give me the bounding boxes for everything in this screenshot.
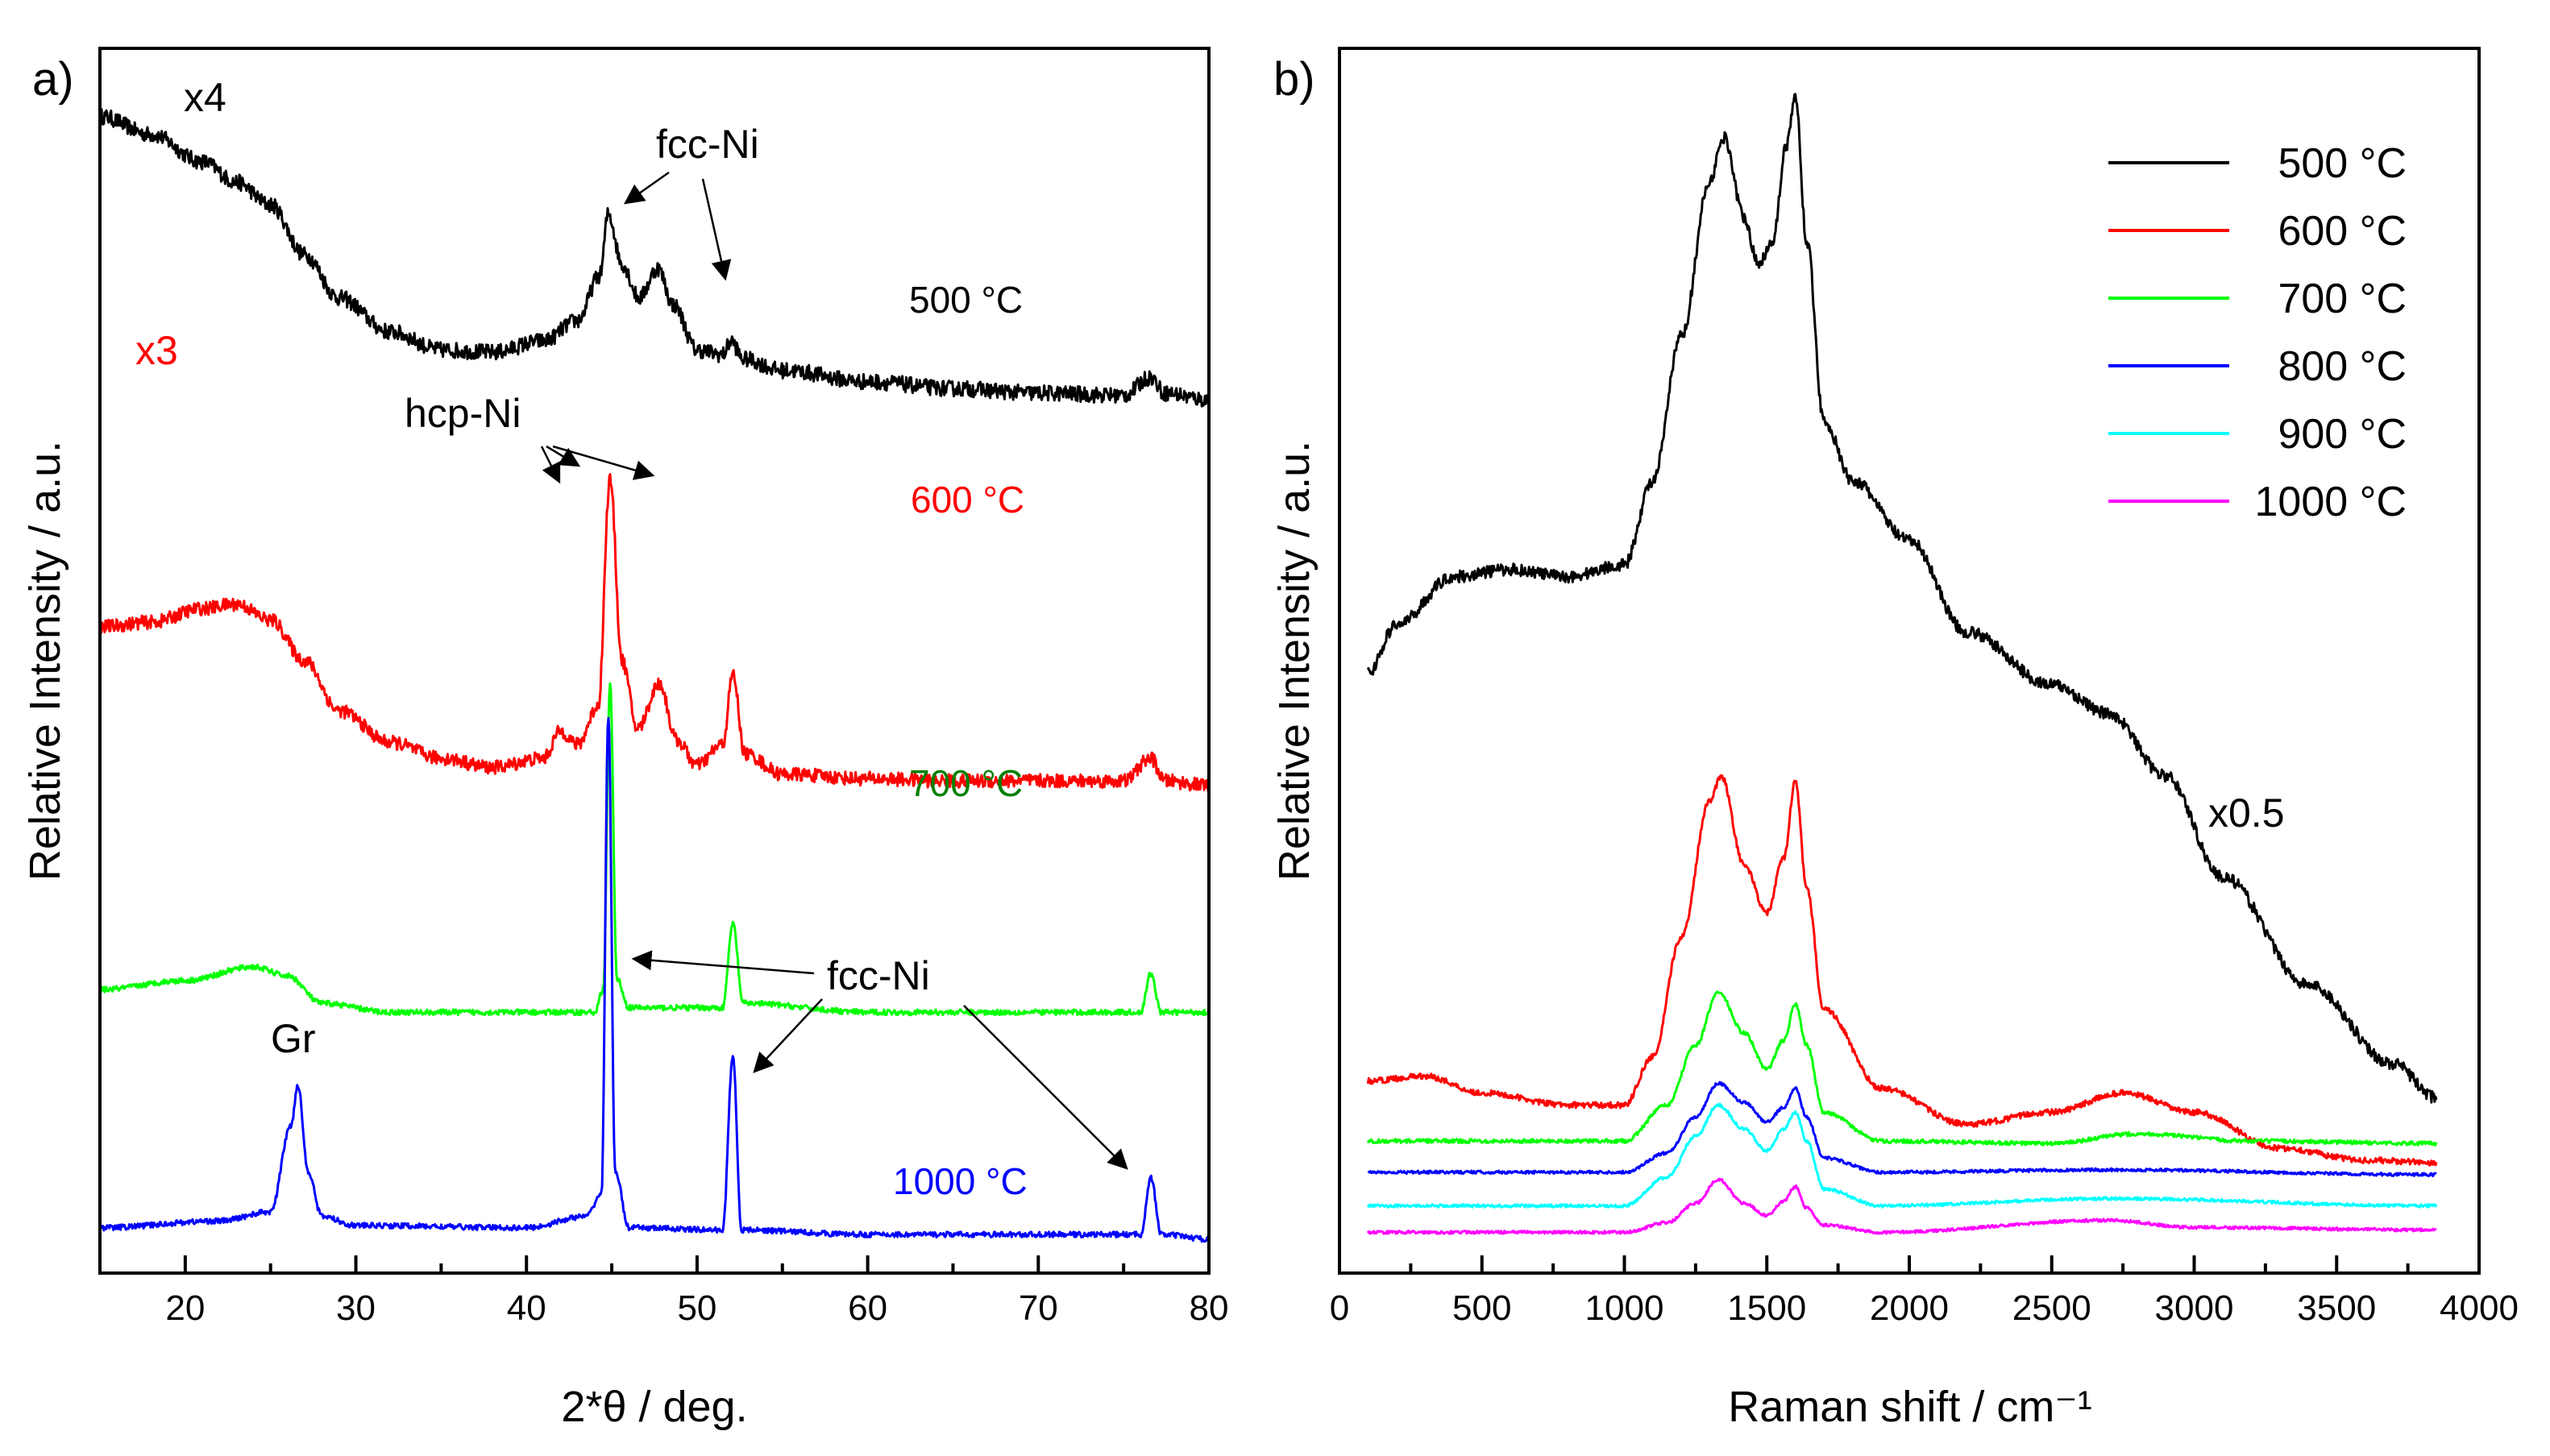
hcp-ni-arrow-1 (540, 446, 561, 484)
panel-b-curves (1366, 93, 2438, 1235)
fcc-ni-bottom-arrow-3 (963, 1005, 1128, 1170)
series-label-600: 600 °C (911, 479, 1024, 521)
panel-a-x-ticks: 20 30 40 50 60 70 80 (98, 1255, 1229, 1328)
panel-a-tick-label: 70 (1019, 1288, 1058, 1328)
fcc-ni-top-arrow-1 (623, 171, 670, 205)
panel-a-tick-label: 30 (336, 1288, 376, 1328)
panel-a-series-600c (100, 473, 1209, 793)
panel-b-series-500c (1366, 93, 2438, 1104)
legend-label: 800 °C (2278, 343, 2407, 390)
panel-a: a) 20 30 40 50 60 70 80 2*θ / deg. Relative In… (21, 47, 1229, 1431)
panel-a-tick-label: 80 (1190, 1288, 1229, 1328)
panel-a-label: a) (32, 53, 74, 106)
legend-label: 600 °C (2278, 208, 2407, 255)
panel-a-tick-label: 50 (677, 1288, 716, 1328)
fcc-ni-top-arrow-2 (701, 178, 732, 281)
hcp-ni-arrow-2 (546, 445, 581, 467)
multiplier-x0-5-label: x0.5 (2208, 790, 2285, 836)
multiplier-x3-label: x3 (135, 328, 178, 373)
panel-a-y-axis-label: Relative Intensity / a.u. (21, 441, 69, 881)
legend-label: 500 °C (2278, 140, 2407, 187)
panel-b-tick-label: 3500 (2297, 1288, 2376, 1328)
series-label-1000: 1000 °C (893, 1160, 1028, 1202)
legend-label: 900 °C (2278, 411, 2407, 458)
hcp-ni-arrow-3 (552, 445, 655, 480)
legend-label: 1000 °C (2255, 479, 2407, 525)
panel-b-label: b) (1273, 53, 1315, 106)
fcc-ni-top-label: fcc-Ni (656, 122, 759, 167)
panel-b-tick-label: 2500 (2012, 1288, 2091, 1328)
panel-a-series-1000c (100, 716, 1209, 1243)
panel-b: b) 0 500 1000 1500 2000 2500 3000 3500 4000 Rama… (1270, 47, 2519, 1431)
panel-b-series-600c (1366, 774, 2438, 1167)
series-label-500: 500 °C (909, 279, 1023, 321)
panel-b-x-ticks: 0 500 1000 1500 2000 2500 3000 3500 4000 (1330, 1255, 2519, 1328)
panel-b-tick-label: 2000 (1870, 1288, 1949, 1328)
panel-b-x-axis-label: Raman shift / cm⁻¹ (1728, 1383, 2092, 1431)
panel-a-curves (100, 108, 1209, 1243)
panel-a-x-axis-label: 2*θ / deg. (561, 1383, 747, 1431)
panel-b-tick-label: 1000 (1585, 1288, 1664, 1328)
fcc-ni-bottom-label: fcc-Ni (827, 953, 930, 998)
panel-b-y-axis-label: Relative Intensity / a.u. (1270, 441, 1319, 881)
panel-b-tick-label: 500 (1452, 1288, 1511, 1328)
panel-b-series-800c (1367, 1081, 2437, 1177)
panel-b-series-1000c (1366, 1177, 2437, 1235)
panel-a-series-500c (100, 108, 1209, 408)
graphite-label: Gr (271, 1016, 316, 1061)
panel-a-frame (98, 47, 1211, 1275)
hcp-ni-label: hcp-Ni (405, 391, 521, 436)
panel-b-series-900c (1366, 1102, 2438, 1209)
panel-a-tick-label: 20 (165, 1288, 205, 1328)
panel-b-tick-label: 4000 (2440, 1288, 2519, 1328)
multiplier-x4-label: x4 (184, 75, 226, 120)
panel-a-tick-label: 40 (507, 1288, 546, 1328)
legend-label: 700 °C (2278, 276, 2407, 322)
panel-b-tick-label: 1500 (1727, 1288, 1806, 1328)
series-label-700: 700 °C (909, 762, 1023, 804)
panel-b-legend: 500 °C 600 °C 700 °C 800 °C 900 °C 1000 °C (2108, 140, 2407, 525)
panel-b-tick-label: 3000 (2155, 1288, 2234, 1328)
fcc-ni-bottom-arrow-1 (631, 950, 815, 975)
panel-b-series-700c (1366, 990, 2438, 1147)
fcc-ni-bottom-arrow-2 (753, 998, 823, 1073)
panel-a-series-700c (100, 682, 1209, 1017)
panel-b-tick-label: 0 (1330, 1288, 1349, 1328)
panel-a-tick-label: 60 (848, 1288, 887, 1328)
